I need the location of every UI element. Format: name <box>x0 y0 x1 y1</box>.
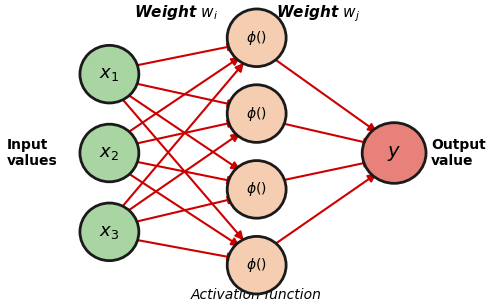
Ellipse shape <box>227 85 286 142</box>
Text: $\phi()$: $\phi()$ <box>246 29 267 47</box>
Ellipse shape <box>80 203 139 261</box>
Ellipse shape <box>227 9 286 67</box>
Text: $\phi()$: $\phi()$ <box>246 256 267 274</box>
Text: Weight $w_j$: Weight $w_j$ <box>276 3 360 24</box>
Text: $x_1$: $x_1$ <box>100 65 119 83</box>
Ellipse shape <box>80 45 139 103</box>
Text: $x_3$: $x_3$ <box>100 223 119 241</box>
Text: Weight $w_i$: Weight $w_i$ <box>134 3 218 22</box>
Text: $y$: $y$ <box>387 144 401 162</box>
Text: $\phi()$: $\phi()$ <box>246 180 267 198</box>
Text: Activation function: Activation function <box>191 288 322 302</box>
Text: $x_2$: $x_2$ <box>100 144 119 162</box>
Text: Output
value: Output value <box>431 138 486 168</box>
Ellipse shape <box>362 123 426 183</box>
Text: $\phi()$: $\phi()$ <box>246 105 267 123</box>
Text: Input
values: Input values <box>6 138 57 168</box>
Ellipse shape <box>80 124 139 182</box>
Ellipse shape <box>227 161 286 218</box>
Ellipse shape <box>227 237 286 294</box>
